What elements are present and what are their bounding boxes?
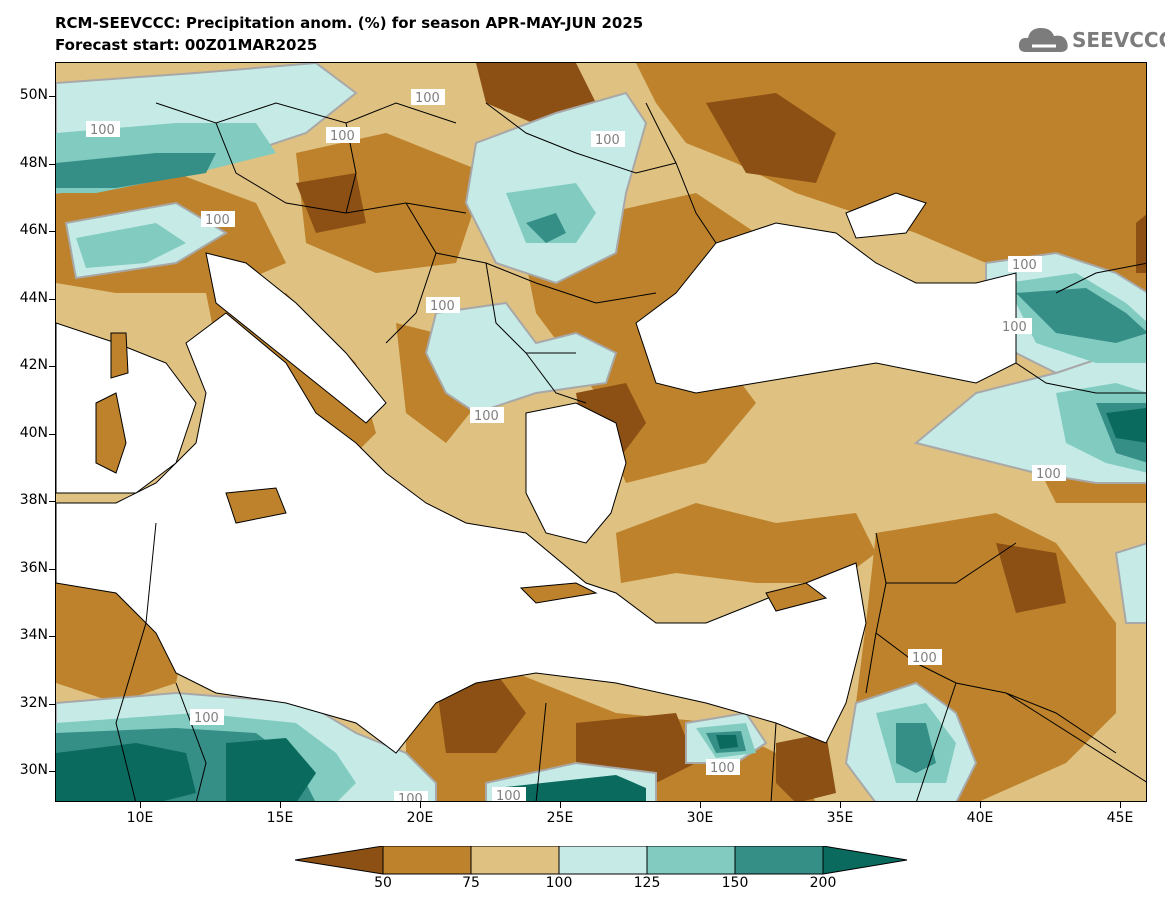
latitude-tick — [49, 568, 55, 570]
contour-label: 100 — [912, 651, 937, 666]
longitude-label: 45E — [1106, 810, 1134, 826]
contour-label: 100 — [194, 711, 219, 726]
colorbar — [295, 846, 908, 875]
contour-label: 100 — [205, 213, 230, 228]
longitude-tick — [1120, 802, 1121, 808]
colorbar-above-200 — [822, 846, 908, 875]
longitude-label: 20E — [406, 810, 434, 826]
longitude-tick — [840, 802, 841, 808]
longitude-label: 25E — [546, 810, 574, 826]
cloud-icon — [1018, 28, 1068, 52]
colorbar-tick-label: 150 — [721, 875, 749, 891]
longitude-label: 30E — [686, 810, 714, 826]
contour-label: 100 — [710, 761, 735, 776]
colorbar-tick-label: 200 — [809, 875, 837, 891]
colorbar-75-100 — [470, 846, 560, 875]
contour-label: 100 — [415, 91, 440, 106]
map-canvas: 100 100 100 100 100 100 100 100 100 100 … — [56, 63, 1146, 802]
latitude-label: 42N — [19, 357, 48, 373]
colorbar-150-200 — [734, 846, 824, 875]
contour-label: 100 — [1036, 467, 1061, 482]
latitude-label: 48N — [19, 154, 48, 171]
longitude-tick — [700, 802, 701, 808]
contour-label: 100 — [398, 792, 423, 802]
latitude-tick — [49, 231, 55, 232]
longitude-label: 10E — [126, 810, 154, 826]
latitude-label: 34N — [19, 627, 48, 643]
colorbar-tick-label: 125 — [633, 875, 661, 891]
forecast-start-label: Forecast start: 00Z01MAR2025 — [55, 36, 318, 54]
anomaly-above-200-regions — [56, 408, 1146, 801]
precipitation-anomaly-map: 100 100 100 100 100 100 100 100 100 100 … — [55, 62, 1147, 802]
latitude-tick — [49, 771, 55, 772]
contour-labels: 100 100 100 100 100 100 100 100 100 100 … — [86, 89, 1066, 802]
colorbar-tick-label: 50 — [374, 875, 392, 891]
latitude-label: 38N — [19, 492, 48, 508]
country-borders — [115, 102, 1146, 801]
latitude-tick — [49, 96, 55, 97]
longitude-tick — [420, 802, 421, 808]
longitude-tick — [140, 802, 141, 808]
contour-label: 100 — [496, 789, 521, 802]
latitude-label: 36N — [19, 559, 48, 576]
latitude-tick — [49, 163, 55, 165]
logo-text: SEEVCCC — [1072, 28, 1165, 52]
colorbar-100-125 — [558, 846, 648, 875]
colorbar-125-150 — [646, 846, 736, 875]
longitude-label: 15E — [266, 810, 294, 826]
contour-label: 100 — [595, 133, 620, 148]
chart-title: RCM-SEEVCCC: Precipitation anom. (%) for… — [55, 14, 644, 32]
latitude-label: 50N — [19, 87, 48, 103]
contour-label: 100 — [430, 299, 455, 314]
islands — [95, 332, 828, 612]
contour-label: 100 — [90, 123, 115, 138]
longitude-tick — [280, 802, 281, 808]
contour-label: 100 — [1002, 320, 1027, 335]
colorbar-tick-label: 75 — [462, 875, 480, 891]
longitude-tick — [560, 802, 561, 808]
longitude-tick — [980, 802, 981, 808]
latitude-tick — [49, 298, 55, 300]
seevccc-logo: SEEVCCC — [1016, 20, 1165, 60]
latitude-tick — [49, 366, 55, 367]
colorbar-tick-label: 100 — [545, 875, 573, 891]
contour-label: 100 — [1012, 258, 1037, 273]
colorbar-below-50 — [295, 846, 384, 875]
latitude-label: 46N — [19, 222, 48, 238]
longitude-label: 35E — [826, 810, 854, 826]
latitude-tick — [49, 636, 55, 637]
colorbar-50-75 — [382, 846, 472, 875]
sea-areas — [56, 192, 1017, 754]
latitude-label: 30N — [19, 762, 48, 778]
contour-label: 100 — [330, 129, 355, 144]
latitude-tick — [49, 703, 55, 705]
longitude-label: 40E — [966, 810, 994, 826]
latitude-label: 32N — [19, 694, 48, 711]
latitude-label: 44N — [19, 289, 48, 306]
latitude-tick — [49, 501, 55, 502]
latitude-tick — [49, 433, 55, 435]
latitude-label: 40N — [19, 424, 48, 441]
contour-label: 100 — [474, 409, 499, 424]
